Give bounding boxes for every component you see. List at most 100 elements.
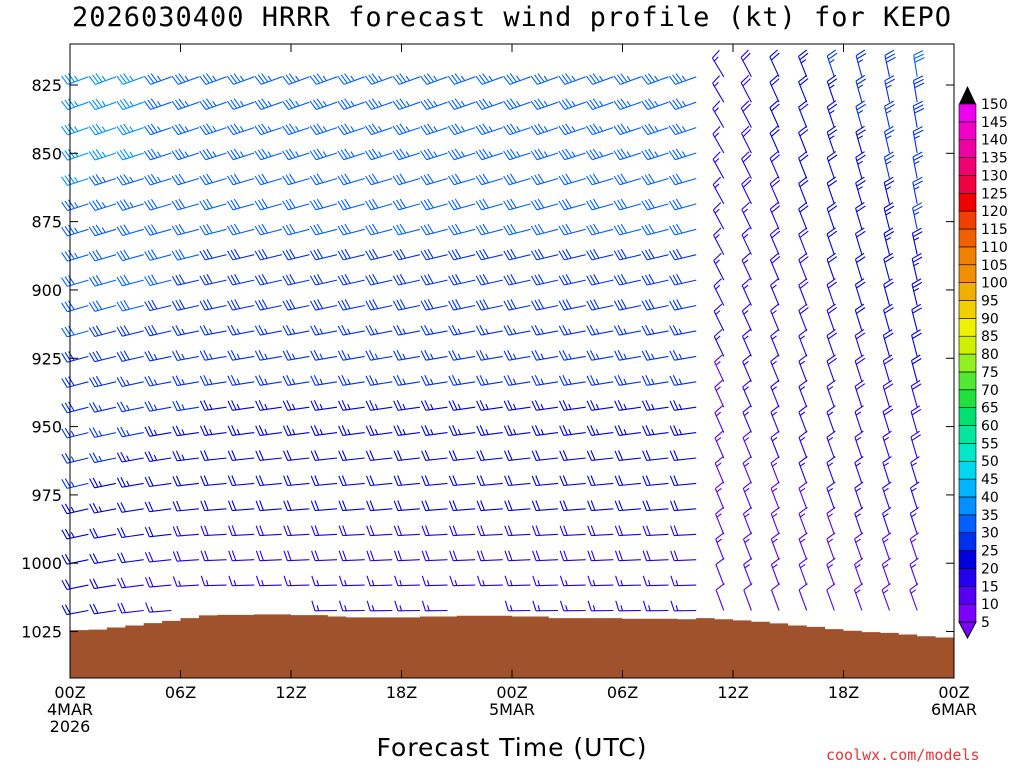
wind-barb [448, 450, 476, 461]
wind-barb [447, 98, 476, 111]
wind-barb [882, 456, 892, 484]
wind-barb-shaft [559, 575, 586, 587]
wind-barb [798, 506, 808, 535]
y-tick-label: 925 [31, 349, 62, 368]
wind-barb-shaft [227, 274, 255, 286]
wind-barb-shaft [855, 176, 866, 205]
wind-barb-shaft [798, 227, 809, 255]
wind-barb-shaft [144, 476, 172, 488]
wind-barb [393, 425, 420, 436]
wind-barb [503, 274, 531, 286]
colorbar-label: 20 [981, 561, 999, 577]
wind-barb [144, 249, 172, 261]
wind-barb-shaft [226, 148, 255, 161]
colorbar-swatch [958, 246, 977, 266]
wind-barb-shaft [613, 148, 642, 161]
wind-barb-shaft [309, 73, 338, 85]
wind-barb [770, 481, 780, 509]
wind-barb [310, 475, 338, 487]
wind-barb-shaft [282, 425, 310, 436]
wind-barb [117, 527, 144, 539]
wind-barb [366, 550, 393, 562]
wind-barb [88, 375, 117, 388]
wind-barb [475, 324, 503, 336]
wind-barb-shaft [741, 303, 752, 332]
wind-barb [587, 500, 614, 512]
wind-barb-shaft [200, 575, 227, 587]
wind-barb-shaft [826, 583, 836, 611]
colorbar-label: 150 [981, 97, 1008, 113]
wind-barb-shaft [713, 278, 725, 306]
wind-barb [503, 425, 531, 436]
wind-barb [586, 248, 614, 261]
wind-barb-shaft [826, 176, 838, 205]
wind-barb [713, 227, 725, 255]
wind-barb-shaft [448, 350, 476, 361]
wind-barb [912, 151, 924, 179]
wind-barb [770, 506, 780, 535]
wind-barb [558, 248, 586, 261]
wind-barb [227, 475, 255, 487]
wind-barb [448, 400, 476, 411]
wind-barb [283, 525, 310, 537]
wind-barb-shaft [310, 324, 338, 336]
wind-barb-shaft [310, 425, 338, 436]
wind-barb [798, 481, 808, 509]
wind-barb-shaft [282, 450, 310, 461]
wind-barb [61, 453, 89, 464]
wind-barb-shaft [798, 583, 808, 611]
wind-barb-shaft [283, 475, 310, 487]
wind-barb-shaft [61, 123, 89, 136]
wind-barb [447, 198, 476, 211]
wind-barb [61, 503, 89, 515]
wind-barb-shaft [769, 151, 780, 179]
wind-barb-shaft [742, 481, 752, 510]
wind-barb-shaft [61, 553, 89, 565]
wind-barb-shaft [254, 73, 282, 85]
wind-barb [420, 299, 448, 311]
wind-barb-shaft [585, 73, 614, 85]
wind-barb-shaft [447, 123, 476, 136]
wind-barb-shaft [641, 198, 669, 211]
wind-barb-shaft [883, 227, 895, 255]
colorbar-swatch [958, 514, 977, 533]
wind-barb [910, 456, 920, 484]
wind-barb [199, 350, 227, 361]
wind-barb [447, 148, 476, 161]
wind-barb-shaft [366, 575, 393, 587]
wind-barb-shaft [255, 525, 282, 537]
wind-barb [61, 325, 89, 338]
wind-barb [530, 223, 559, 236]
wind-barb [365, 450, 393, 461]
wind-barb [669, 475, 697, 487]
wind-barb-shaft [282, 148, 310, 161]
wind-barb [393, 500, 420, 512]
wind-barb-shaft [669, 299, 697, 311]
wind-barb [309, 274, 338, 286]
wind-barb-shaft [530, 198, 559, 211]
wind-barb [61, 401, 89, 414]
wind-barb [530, 248, 559, 261]
wind-barb-shaft [255, 425, 282, 436]
wind-barb [613, 223, 642, 236]
wind-barb [392, 223, 421, 236]
wind-barb-shaft [61, 604, 89, 616]
wind-barb-shaft [171, 198, 200, 211]
wind-barb-shaft [476, 550, 503, 562]
wind-barb [854, 456, 864, 484]
wind-barb [559, 400, 586, 411]
wind-barb [740, 100, 752, 128]
wind-barb [641, 400, 669, 411]
wind-barb [89, 452, 117, 464]
wind-barb [740, 75, 752, 103]
wind-barb-shaft [715, 506, 725, 535]
wind-barb-shaft [798, 74, 809, 103]
chart-title: 2026030400 HRRR forecast wind profile (k… [71, 2, 953, 33]
wind-barb-shaft [144, 375, 172, 387]
wind-barb-shaft [254, 198, 282, 211]
wind-barb [116, 98, 144, 111]
wind-barb-shaft [420, 98, 448, 111]
wind-barb-shaft [741, 252, 752, 281]
wind-barb-shaft [642, 575, 669, 587]
wind-barb-shaft [282, 98, 310, 111]
